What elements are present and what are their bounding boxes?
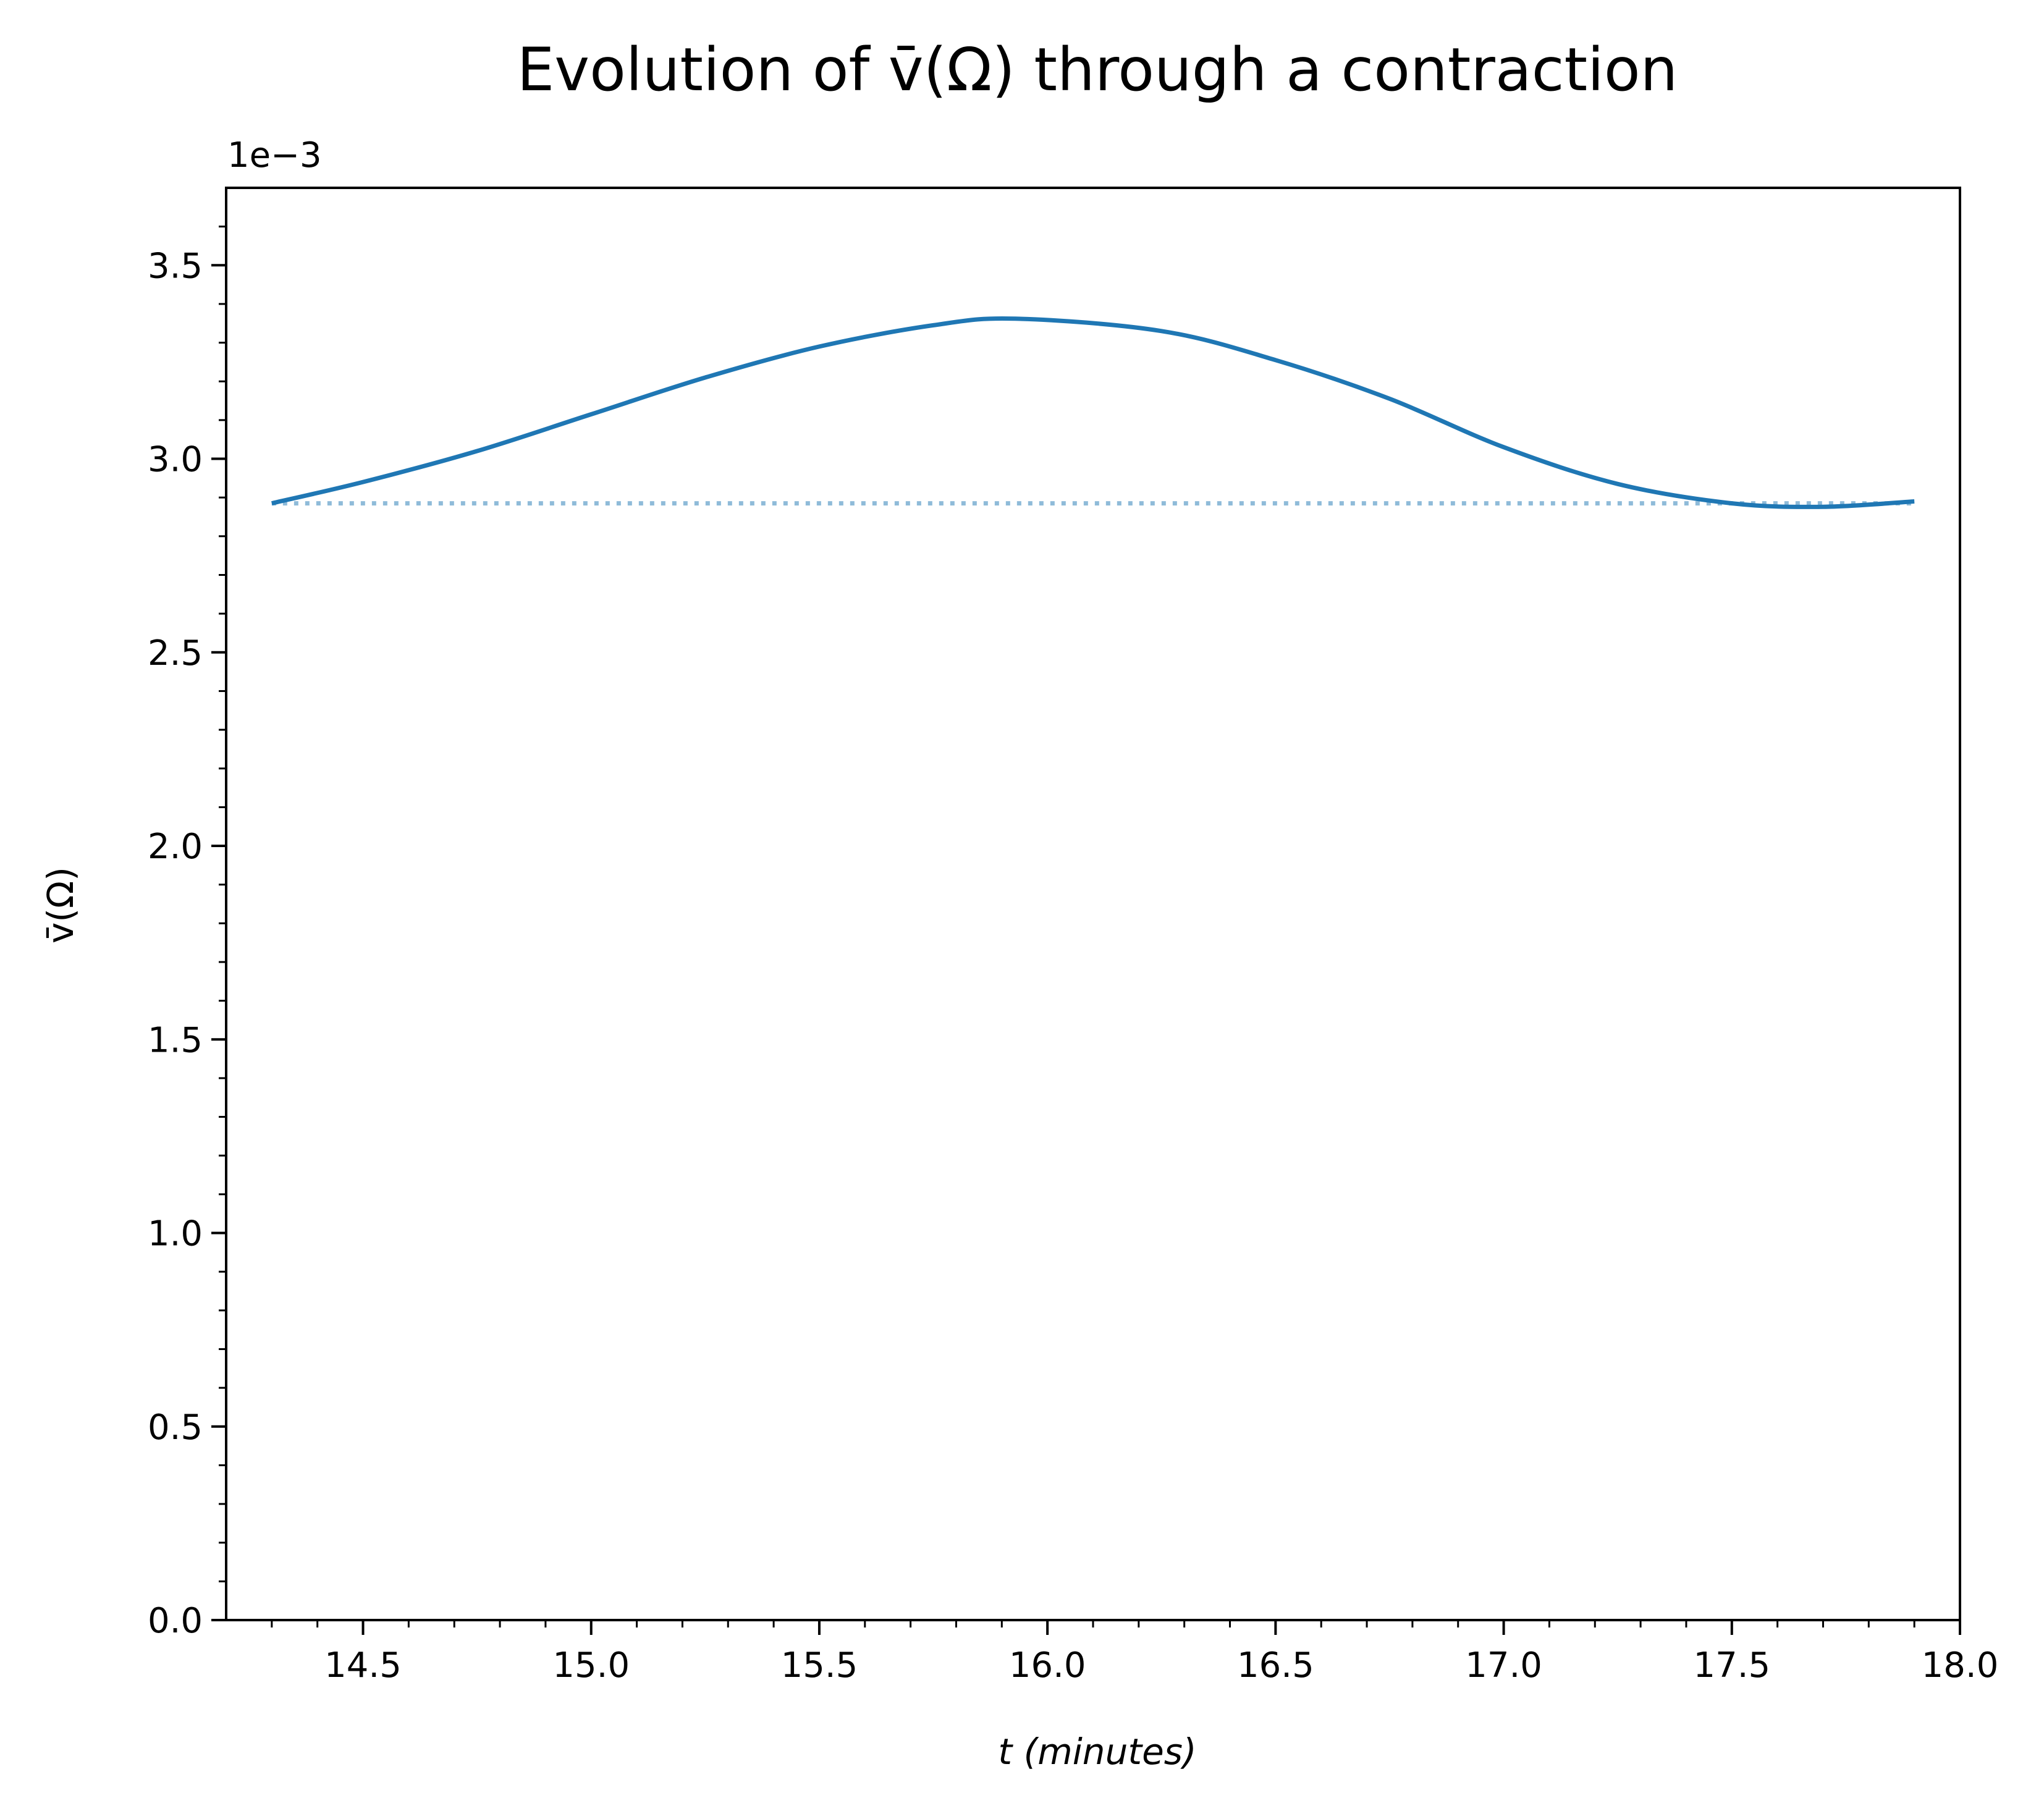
y-tick-label: 0.0 [148, 1601, 203, 1641]
x-axis-label: t (minutes) [998, 1731, 1196, 1773]
x-tick-label: 17.0 [1465, 1645, 1542, 1686]
y-axis-label: v̄(Ω) [40, 867, 82, 943]
y-tick-label: 1.5 [148, 1020, 203, 1060]
y-tick-label: 3.0 [148, 440, 203, 480]
x-tick-label: 16.5 [1237, 1645, 1314, 1686]
y-scale-label: 1e−3 [227, 135, 322, 175]
x-tick-label: 18.0 [1922, 1645, 1999, 1686]
chart-title: Evolution of v̄(Ω) through a contraction [517, 35, 1678, 104]
x-tick-label: 14.5 [324, 1645, 402, 1686]
y-tick-label: 0.5 [148, 1408, 203, 1448]
y-tick-label: 1.0 [148, 1214, 203, 1254]
x-tick-label: 17.5 [1693, 1645, 1770, 1686]
x-tick-label: 15.0 [552, 1645, 630, 1686]
y-tick-label: 2.0 [148, 827, 203, 867]
y-tick-label: 2.5 [148, 633, 203, 673]
x-tick-label: 15.5 [781, 1645, 858, 1686]
x-tick-label: 16.0 [1009, 1645, 1086, 1686]
y-tick-label: 3.5 [148, 246, 203, 286]
